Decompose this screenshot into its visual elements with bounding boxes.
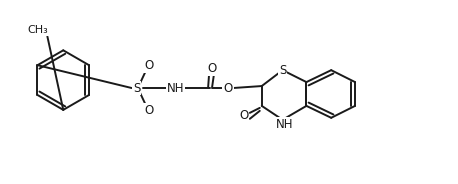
Text: S: S (133, 82, 141, 95)
Text: S: S (279, 64, 286, 77)
Text: O: O (239, 109, 249, 122)
Text: O: O (207, 62, 217, 75)
Text: O: O (224, 82, 233, 95)
Text: NH: NH (167, 82, 184, 95)
Text: O: O (144, 104, 153, 117)
Text: O: O (144, 59, 153, 72)
Text: CH₃: CH₃ (27, 25, 48, 36)
Text: NH: NH (276, 118, 293, 131)
